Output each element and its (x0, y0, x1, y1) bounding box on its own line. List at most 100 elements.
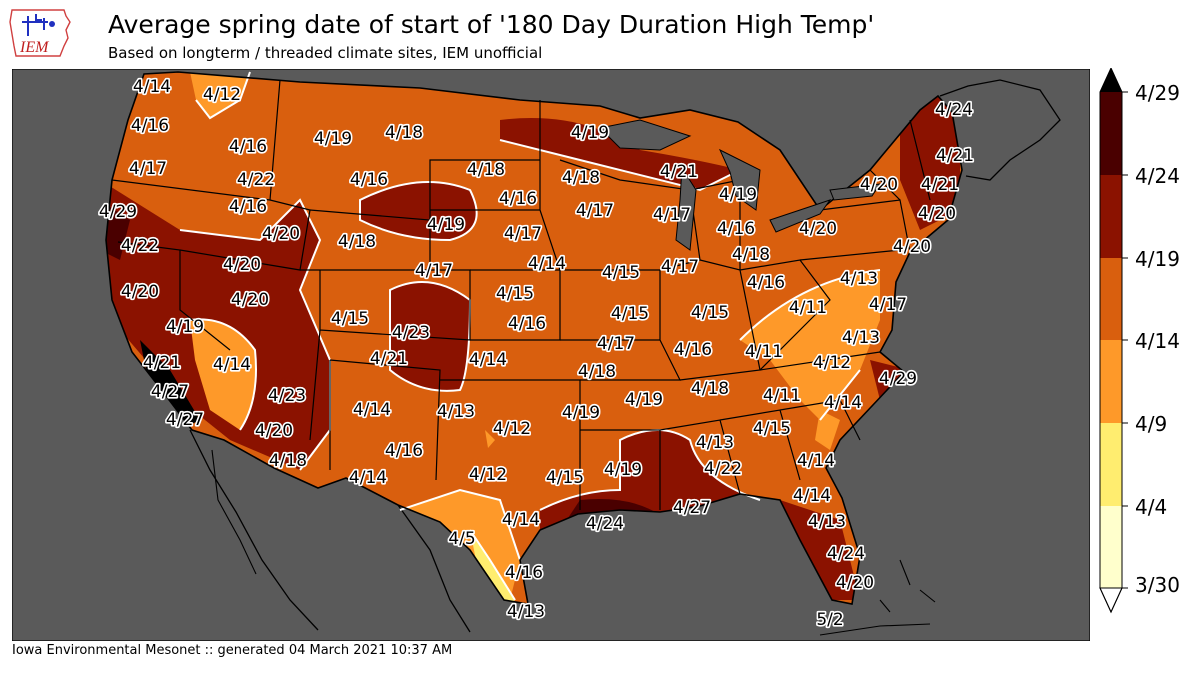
station-value-label: 4/19 (427, 215, 465, 235)
station-value-label: 4/29 (99, 202, 137, 222)
station-value-label: 4/17 (576, 201, 614, 221)
colorbar-bin-14-19 (1100, 258, 1122, 340)
station-value-label: 4/18 (562, 168, 600, 188)
station-value-label: 4/17 (597, 334, 635, 354)
bahamas-outline (879, 559, 936, 613)
station-value-label: 4/16 (508, 314, 546, 334)
station-value-label: 4/24 (827, 544, 865, 564)
station-value-label: 4/12 (813, 353, 851, 373)
station-value-label: 4/17 (415, 261, 453, 281)
station-value-label: 4/13 (842, 328, 880, 348)
colorbar-bin-30-4 (1100, 506, 1122, 588)
station-value-label: 4/18 (338, 232, 376, 252)
lake-huron (718, 148, 761, 211)
station-value-label: 4/12 (203, 85, 241, 105)
station-value-label: 4/12 (469, 465, 507, 485)
station-value-label: 4/20 (262, 224, 300, 244)
station-value-label: 4/20 (255, 421, 293, 441)
station-value-label: 4/22 (121, 236, 159, 256)
station-value-label: 4/20 (223, 255, 261, 275)
station-value-label: 4/13 (696, 433, 734, 453)
station-value-label: 4/27 (166, 410, 204, 430)
station-value-label: 4/19 (314, 129, 352, 149)
colorbar-tick-label: 4/24 (1135, 164, 1180, 188)
station-value-label: 4/13 (437, 402, 475, 422)
colorbar-tick-label: 4/4 (1135, 495, 1168, 519)
station-value-label: 4/17 (653, 205, 691, 225)
station-dot-icon (49, 21, 55, 27)
station-value-label: 4/19 (719, 185, 757, 205)
station-value-label: 4/16 (229, 137, 267, 157)
station-value-label: 4/19 (571, 123, 609, 143)
station-value-label: 4/15 (496, 284, 534, 304)
lake-erie (769, 199, 832, 233)
colorbar-bin-24-29 (1100, 92, 1122, 175)
lake-michigan (675, 166, 697, 251)
station-value-label: 4/16 (385, 441, 423, 461)
station-value-label: 4/14 (213, 355, 251, 375)
map-title: Average spring date of start of '180 Day… (108, 10, 875, 39)
colorbar-tick-label: 4/14 (1135, 329, 1180, 353)
station-value-label: 4/18 (732, 245, 770, 265)
station-value-label: 4/14 (502, 510, 540, 530)
station-value-label: 4/27 (673, 498, 711, 518)
station-value-label: 4/11 (745, 342, 783, 362)
station-value-label: 4/20 (918, 204, 956, 224)
station-value-label: 4/17 (129, 159, 167, 179)
colorbar-bin-9-14 (1100, 340, 1122, 423)
station-value-label: 4/20 (893, 237, 931, 257)
station-value-label: 4/14 (793, 486, 831, 506)
station-value-label: 4/17 (869, 295, 907, 315)
station-value-label: 4/16 (505, 563, 543, 583)
station-value-label: 5/2 (816, 610, 843, 630)
station-value-label: 4/16 (350, 170, 388, 190)
station-value-label: 4/18 (385, 123, 423, 143)
iem-logo: IEM (9, 9, 71, 57)
footer-credit: Iowa Environmental Mesonet :: generated … (12, 643, 453, 658)
station-value-label: 4/13 (840, 269, 878, 289)
cuba-outline (819, 623, 931, 636)
station-value-label: 4/15 (753, 419, 791, 439)
map-subtitle: Based on longterm / threaded climate sit… (108, 44, 543, 62)
colorbar-tick-label: 4/9 (1135, 412, 1168, 436)
station-value-label: 4/13 (808, 512, 846, 532)
colorbar-under-arrow (1099, 587, 1123, 614)
station-value-label: 4/17 (661, 257, 699, 277)
station-value-label: 4/16 (674, 340, 712, 360)
logo-text: IEM (19, 39, 50, 56)
colorbar-ticks (1122, 91, 1128, 589)
colorbar-bin-19-24 (1100, 175, 1122, 258)
station-value-label: 4/18 (578, 362, 616, 382)
station-value-label: 4/18 (269, 451, 307, 471)
station-value-label: 4/21 (370, 349, 408, 369)
lake-superior (598, 119, 692, 151)
station-value-label: 4/16 (747, 273, 785, 293)
colorbar (1099, 68, 1128, 614)
station-value-label: 4/14 (349, 468, 387, 488)
station-value-label: 4/21 (143, 353, 181, 373)
station-value-label: 4/22 (704, 459, 742, 479)
station-value-label: 4/20 (231, 290, 269, 310)
station-value-label: 4/18 (467, 160, 505, 180)
station-value-label: 4/29 (879, 369, 917, 389)
station-value-label: 4/15 (691, 303, 729, 323)
station-value-label: 4/21 (921, 175, 959, 195)
station-value-label: 4/15 (331, 309, 369, 329)
station-value-label: 4/17 (504, 224, 542, 244)
station-value-label: 4/20 (799, 219, 837, 239)
station-value-label: 4/14 (797, 451, 835, 471)
station-value-label: 4/15 (611, 304, 649, 324)
station-labels: 4/14 4/12 4/16 4/16 4/19 4/18 4/19 4/24 4/17 4/22… (97, 75, 975, 631)
station-value-label: 4/16 (499, 189, 537, 209)
station-value-label: 4/5 (448, 529, 475, 549)
contour-map: 4/14 4/12 4/16 4/16 4/19 4/18 4/19 4/24 4/17 4/22… (12, 69, 1090, 641)
station-value-label: 4/14 (824, 393, 862, 413)
station-value-label: 4/20 (836, 573, 874, 593)
mexico-coast-west (189, 429, 319, 631)
station-value-label: 4/20 (121, 282, 159, 302)
station-value-label: 4/21 (660, 162, 698, 182)
lake-ontario (829, 183, 882, 201)
station-value-label: 4/16 (229, 197, 267, 217)
station-value-label: 4/27 (151, 382, 189, 402)
station-value-label: 4/11 (789, 298, 827, 318)
